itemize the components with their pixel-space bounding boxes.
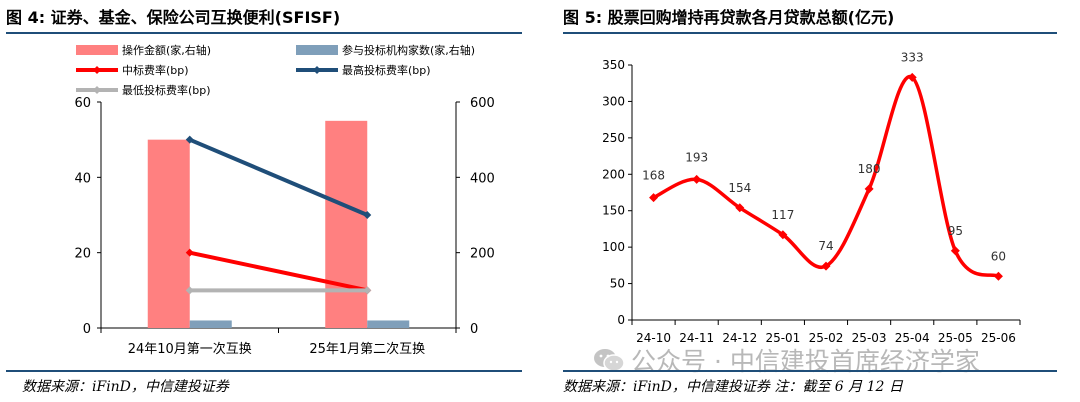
legend-marker (313, 66, 321, 74)
left-y-tick-label: 60 (74, 96, 91, 111)
series-point (185, 135, 194, 144)
right-source-note: 数据来源：iFinD，中信建投证券 注：截至 6 月 12 日 (563, 379, 903, 395)
series-point (363, 286, 372, 295)
loan-total-point (864, 184, 874, 194)
amount-bar (147, 139, 190, 328)
legend-label: 中标费率(bp) (122, 63, 189, 77)
left-chart-title: 图 4: 证券、基金、保险公司互换便利(SFISF) (6, 8, 341, 27)
x-tick-label: 24-10 (636, 331, 671, 345)
amount-bar (325, 120, 368, 328)
series-line (189, 250, 368, 293)
legend-label: 最高投标费率(bp) (342, 63, 431, 77)
loan-total-point (735, 203, 745, 213)
data-label: 95 (948, 224, 963, 238)
watermark: 公众号 · 中信建投首席经济学家 (593, 342, 980, 379)
data-label: 180 (858, 162, 881, 176)
right-y-tick-label: 200 (470, 247, 495, 262)
data-label: 74 (818, 239, 833, 253)
right-chart-title: 图 5: 股票回购增持再贷款各月贷款总额(亿元) (563, 8, 895, 27)
legend-label: 参与投标机构家数(家,右轴) (342, 43, 475, 57)
x-tick-label: 24-11 (679, 331, 714, 345)
data-label: 117 (771, 208, 794, 222)
series-line (188, 137, 369, 217)
legend-swatch (296, 45, 338, 55)
x-tick-label: 25年1月第二次互换 (309, 341, 425, 357)
data-label: 168 (642, 169, 665, 183)
data-label: 154 (728, 181, 751, 195)
right-y-tick-label: 0 (470, 322, 478, 337)
loan-total-point (993, 271, 1003, 281)
series-point (363, 211, 372, 219)
loan-total-point (907, 72, 917, 82)
x-tick-label: 25-06 (981, 331, 1016, 345)
left-title-rule (6, 32, 522, 34)
x-tick-label: 25-04 (895, 331, 930, 345)
loan-total-point (778, 230, 788, 240)
left-bottom-rule (6, 370, 522, 372)
left-source-note: 数据来源：iFinD，中信建投证券 (22, 379, 229, 395)
legend-label: 最低投标费率(bp) (122, 83, 211, 97)
x-tick-label: 25-01 (765, 331, 800, 345)
loan-total-line (652, 75, 1000, 278)
institutions-bar (189, 320, 232, 328)
x-tick-label: 24-12 (722, 331, 757, 345)
legend-label: 操作金额(家,右轴) (122, 43, 211, 57)
loan-total-point (821, 261, 831, 271)
left-y-tick-label: 20 (74, 247, 91, 262)
legend-marker (93, 86, 101, 94)
y-tick-label: 350 (602, 58, 625, 72)
y-tick-label: 200 (602, 167, 625, 181)
series-point (185, 286, 194, 295)
y-tick-label: 100 (602, 240, 625, 254)
y-tick-label: 250 (602, 131, 625, 145)
legend-swatch (76, 45, 118, 55)
right-title-rule (563, 32, 1057, 34)
x-tick-label: 24年10月第一次互换 (128, 341, 252, 357)
loan-total-point (649, 193, 659, 203)
loan-total-point (692, 174, 702, 184)
left-y-tick-label: 0 (83, 322, 91, 337)
x-tick-label: 25-03 (852, 331, 887, 345)
y-tick-label: 300 (602, 94, 625, 108)
data-label: 193 (685, 150, 708, 164)
y-tick-label: 50 (610, 277, 625, 291)
legend-marker (93, 66, 101, 74)
x-tick-label: 25-02 (809, 331, 844, 345)
series-point (185, 248, 194, 257)
right-bottom-rule (563, 370, 1057, 372)
data-label: 333 (901, 50, 924, 64)
left-y-tick-label: 40 (74, 171, 91, 186)
right-y-tick-label: 600 (470, 96, 495, 111)
institutions-bar (367, 320, 410, 328)
data-label: 60 (991, 249, 1006, 263)
x-tick-label: 25-05 (938, 331, 973, 345)
loan-total-point (950, 246, 960, 256)
right-y-tick-label: 400 (470, 171, 495, 186)
y-tick-label: 0 (617, 313, 625, 327)
wechat-icon (593, 347, 625, 379)
y-tick-label: 150 (602, 204, 625, 218)
